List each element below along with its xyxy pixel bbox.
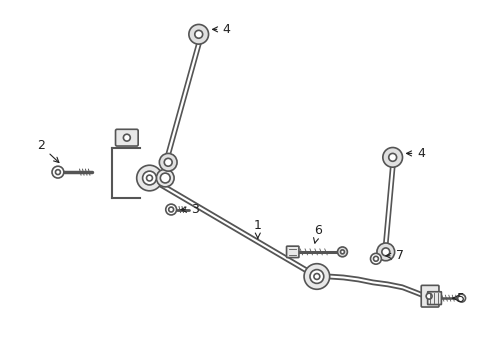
Text: 5: 5 <box>452 292 464 305</box>
Text: 1: 1 <box>253 219 261 238</box>
Circle shape <box>146 175 152 181</box>
Circle shape <box>159 153 177 171</box>
Circle shape <box>373 256 378 261</box>
Circle shape <box>376 243 394 261</box>
Circle shape <box>457 294 465 302</box>
Circle shape <box>313 274 319 279</box>
Circle shape <box>156 169 174 187</box>
Circle shape <box>123 134 130 141</box>
Text: 2: 2 <box>37 139 59 162</box>
Circle shape <box>388 153 396 161</box>
FancyBboxPatch shape <box>427 292 441 305</box>
Circle shape <box>168 207 173 212</box>
Circle shape <box>188 24 208 44</box>
FancyBboxPatch shape <box>115 129 138 146</box>
Circle shape <box>381 248 389 256</box>
Text: 4: 4 <box>212 23 230 36</box>
Circle shape <box>165 204 176 215</box>
Circle shape <box>425 293 431 299</box>
Text: 6: 6 <box>313 224 321 243</box>
Circle shape <box>164 158 172 166</box>
FancyBboxPatch shape <box>286 246 298 258</box>
Circle shape <box>55 170 60 175</box>
Circle shape <box>194 30 202 38</box>
Circle shape <box>382 148 402 167</box>
Text: 3: 3 <box>181 203 198 216</box>
Circle shape <box>337 247 346 257</box>
Text: 7: 7 <box>385 249 403 262</box>
FancyBboxPatch shape <box>420 285 438 307</box>
Circle shape <box>142 171 156 185</box>
Circle shape <box>309 270 323 283</box>
Circle shape <box>304 264 329 289</box>
Circle shape <box>137 165 162 191</box>
Circle shape <box>370 253 381 264</box>
Circle shape <box>340 250 344 254</box>
Text: 4: 4 <box>406 147 424 160</box>
Circle shape <box>52 166 64 178</box>
Circle shape <box>160 173 170 183</box>
